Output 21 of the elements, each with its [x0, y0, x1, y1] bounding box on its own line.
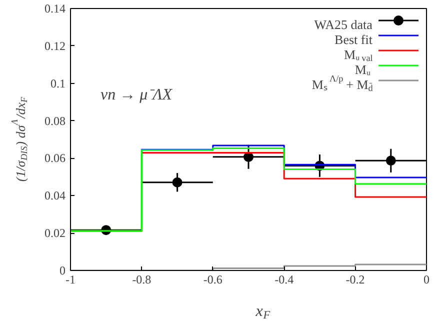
legend-label: Mᵤ — [354, 62, 371, 77]
x-tick-label: 0 — [424, 272, 430, 286]
y-tick-label: 0.04 — [44, 188, 66, 203]
point — [172, 177, 182, 188]
y-tick-label: 0.02 — [44, 226, 66, 240]
x-tick-label: -0.4 — [274, 272, 294, 286]
y-tick-label: 0.08 — [44, 114, 66, 128]
point — [386, 156, 396, 166]
legend-label: Best fit — [334, 32, 373, 47]
x-tick-label: -0.8 — [132, 272, 152, 286]
annotation: νn → μ⁻ΛX — [100, 86, 174, 104]
y-tick-label: 0.14 — [44, 2, 66, 16]
y-tick-label: 0.12 — [44, 38, 66, 53]
x-tick-label: -0.6 — [203, 272, 222, 286]
y-axis-title: (1/σDIS) dσΛ/dxF — [10, 96, 29, 182]
y-tick-label: 0 — [60, 264, 66, 278]
x-tick-label: -1 — [66, 272, 76, 286]
legend-label: WA25 data — [314, 17, 373, 32]
y-tick-label: 0.1 — [50, 76, 66, 90]
x-tick-label: -0.2 — [346, 272, 365, 286]
y-tick-label: 0.06 — [44, 151, 66, 166]
